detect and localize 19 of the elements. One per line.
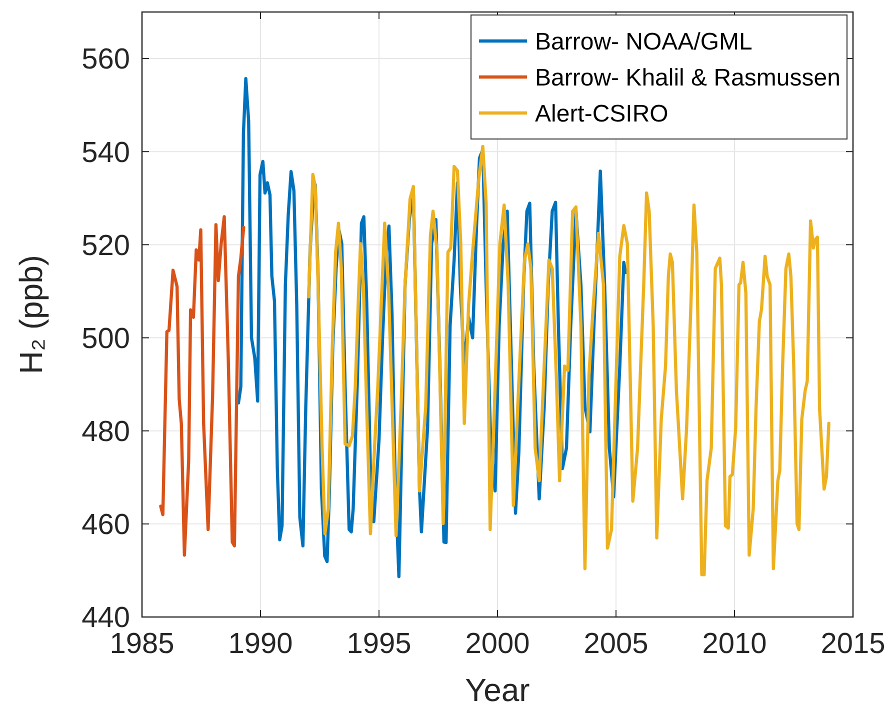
legend-label: Barrow- NOAA/GML [535,28,752,56]
legend-label: Barrow- Khalil & Rasmussen [535,64,840,92]
y-axis-title: H₂ (ppb) [13,254,49,374]
y-tick-label: 460 [82,509,130,542]
x-axis-title: Year [465,672,530,708]
x-tick-label: 1995 [346,628,412,660]
x-tick-label: 2015 [820,628,886,660]
y-tick-label: 520 [82,230,130,262]
y-tick-label: 480 [82,416,130,448]
x-tick-label: 1990 [228,628,293,660]
y-tick-label: 540 [82,136,130,169]
x-tick-label: 2010 [702,628,767,660]
legend-label: Alert-CSIRO [535,100,668,128]
x-tick-label: 2005 [584,628,648,660]
line-series [307,144,830,576]
y-tick-label: 500 [82,322,130,355]
x-tick-label: 2000 [465,628,530,660]
line-series [159,215,246,557]
y-tick-label: 560 [82,44,130,76]
